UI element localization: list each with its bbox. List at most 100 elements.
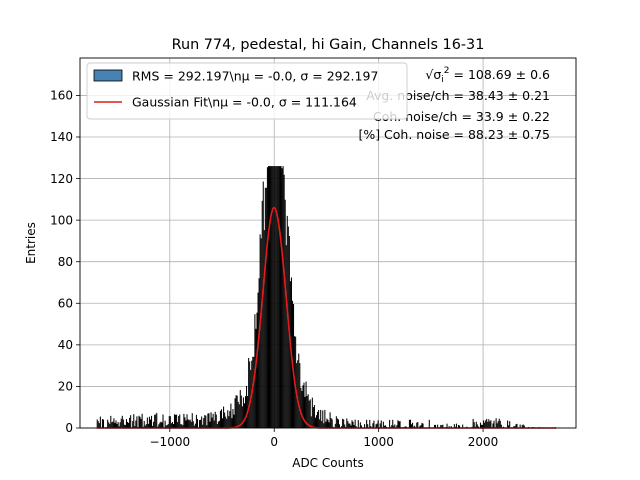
histogram-bar — [159, 422, 161, 428]
histogram-bar — [218, 420, 220, 428]
histogram-bar — [101, 419, 103, 428]
histogram-bar — [235, 395, 237, 428]
histogram-bar — [318, 410, 320, 428]
histogram-bar — [134, 426, 136, 428]
histogram-bar — [522, 424, 524, 428]
histogram-bar — [462, 424, 464, 428]
histogram-bar — [226, 418, 228, 428]
histogram-bar — [353, 425, 355, 428]
histogram-bar — [336, 418, 338, 428]
histogram-bar — [317, 411, 319, 428]
histogram-bar — [122, 419, 124, 428]
histogram-bar — [262, 181, 264, 428]
histogram-bar — [191, 413, 193, 428]
histogram-bar — [514, 426, 516, 428]
plot-frame — [79, 57, 577, 429]
histogram-bar — [458, 425, 460, 428]
histogram-bar — [204, 415, 206, 428]
histogram-bar — [313, 405, 315, 428]
histogram-bar — [396, 425, 398, 428]
histogram-bar — [161, 422, 163, 428]
histogram-bar — [416, 422, 418, 428]
histogram-bar — [193, 425, 195, 428]
histogram-bar — [99, 416, 101, 428]
noise-annotations: √σi2 = 108.69 ± 0.6 Avg. noise/ch = 38.4… — [358, 66, 550, 142]
histogram-bar — [492, 423, 494, 428]
histogram-bar — [125, 419, 127, 428]
histogram-bar — [225, 416, 227, 428]
histogram-bar — [158, 424, 160, 428]
histogram-bar — [475, 421, 477, 428]
histogram-bar — [223, 406, 225, 428]
histogram-bar — [302, 385, 304, 428]
histogram-bar — [346, 418, 348, 428]
histogram-bar — [278, 166, 280, 428]
histogram-bar — [442, 424, 444, 428]
histogram-bar — [121, 415, 123, 428]
histogram-bar — [220, 409, 223, 428]
histogram-bar — [168, 416, 170, 428]
histogram-bar — [310, 416, 312, 428]
histogram-bar — [435, 424, 437, 428]
histogram-bar — [186, 414, 188, 428]
histogram-bar — [238, 404, 240, 428]
histogram-bar — [145, 424, 147, 428]
histogram-bar — [120, 418, 122, 428]
histogram-bar — [177, 422, 179, 428]
histogram-bar — [394, 424, 396, 428]
histogram-bar — [270, 166, 272, 428]
histogram-bar — [328, 422, 330, 428]
histogram-bar — [380, 420, 382, 428]
histogram-bar — [169, 416, 171, 428]
histogram-bar — [448, 426, 450, 428]
y-tick-label: 20 — [58, 380, 73, 394]
histogram-bar — [160, 421, 162, 428]
histogram-bar — [227, 410, 229, 428]
histogram-bar — [118, 426, 120, 428]
histogram-bar — [109, 423, 111, 428]
histogram-bar — [189, 419, 191, 428]
histogram-bar — [337, 419, 339, 428]
histogram-bar — [299, 363, 301, 428]
legend-patch-rms — [93, 69, 123, 82]
histogram-bar — [323, 423, 325, 428]
plot-area — [80, 58, 576, 428]
histogram-bar — [372, 423, 374, 428]
histogram-bar — [263, 230, 265, 428]
annotation-coh-noise: Coh. noise/ch = 33.9 ± 0.22 — [373, 109, 550, 124]
histogram-bar — [284, 199, 286, 428]
histogram-bar — [130, 415, 132, 428]
histogram-bar — [286, 215, 288, 428]
histogram-bar — [246, 385, 248, 428]
histogram-bar — [399, 421, 401, 428]
histogram-bar — [126, 422, 129, 428]
histogram-bar — [377, 420, 379, 428]
histogram-bar — [455, 423, 457, 428]
histogram-bar — [496, 423, 498, 428]
histogram-bar — [166, 425, 168, 428]
histogram-bar — [300, 387, 302, 428]
y-tick-label: 80 — [58, 255, 73, 269]
histogram-bar — [483, 420, 485, 428]
histogram-bar — [172, 424, 174, 428]
histogram-bar — [298, 353, 300, 428]
histogram-bar — [489, 421, 491, 428]
histogram-bar — [140, 418, 142, 428]
chart-title: Run 774, pedestal, hi Gain, Channels 16-… — [172, 37, 485, 53]
histogram-bar — [156, 412, 158, 428]
histogram-bar — [476, 424, 478, 428]
histogram-bar — [167, 424, 169, 428]
histogram-bar — [314, 417, 316, 428]
histogram-bar — [285, 245, 287, 428]
histogram-bar — [117, 422, 119, 428]
histogram-bar — [185, 420, 187, 428]
x-axis-ticks: −1000 0 1000 2000 — [150, 428, 498, 449]
histogram-bar — [124, 425, 126, 428]
histogram-bar — [373, 420, 375, 428]
histogram-bar — [312, 407, 314, 428]
histogram-bar — [319, 419, 321, 428]
histogram-bar — [498, 418, 500, 428]
histogram-bar — [295, 336, 297, 428]
histogram-bar — [516, 423, 518, 428]
